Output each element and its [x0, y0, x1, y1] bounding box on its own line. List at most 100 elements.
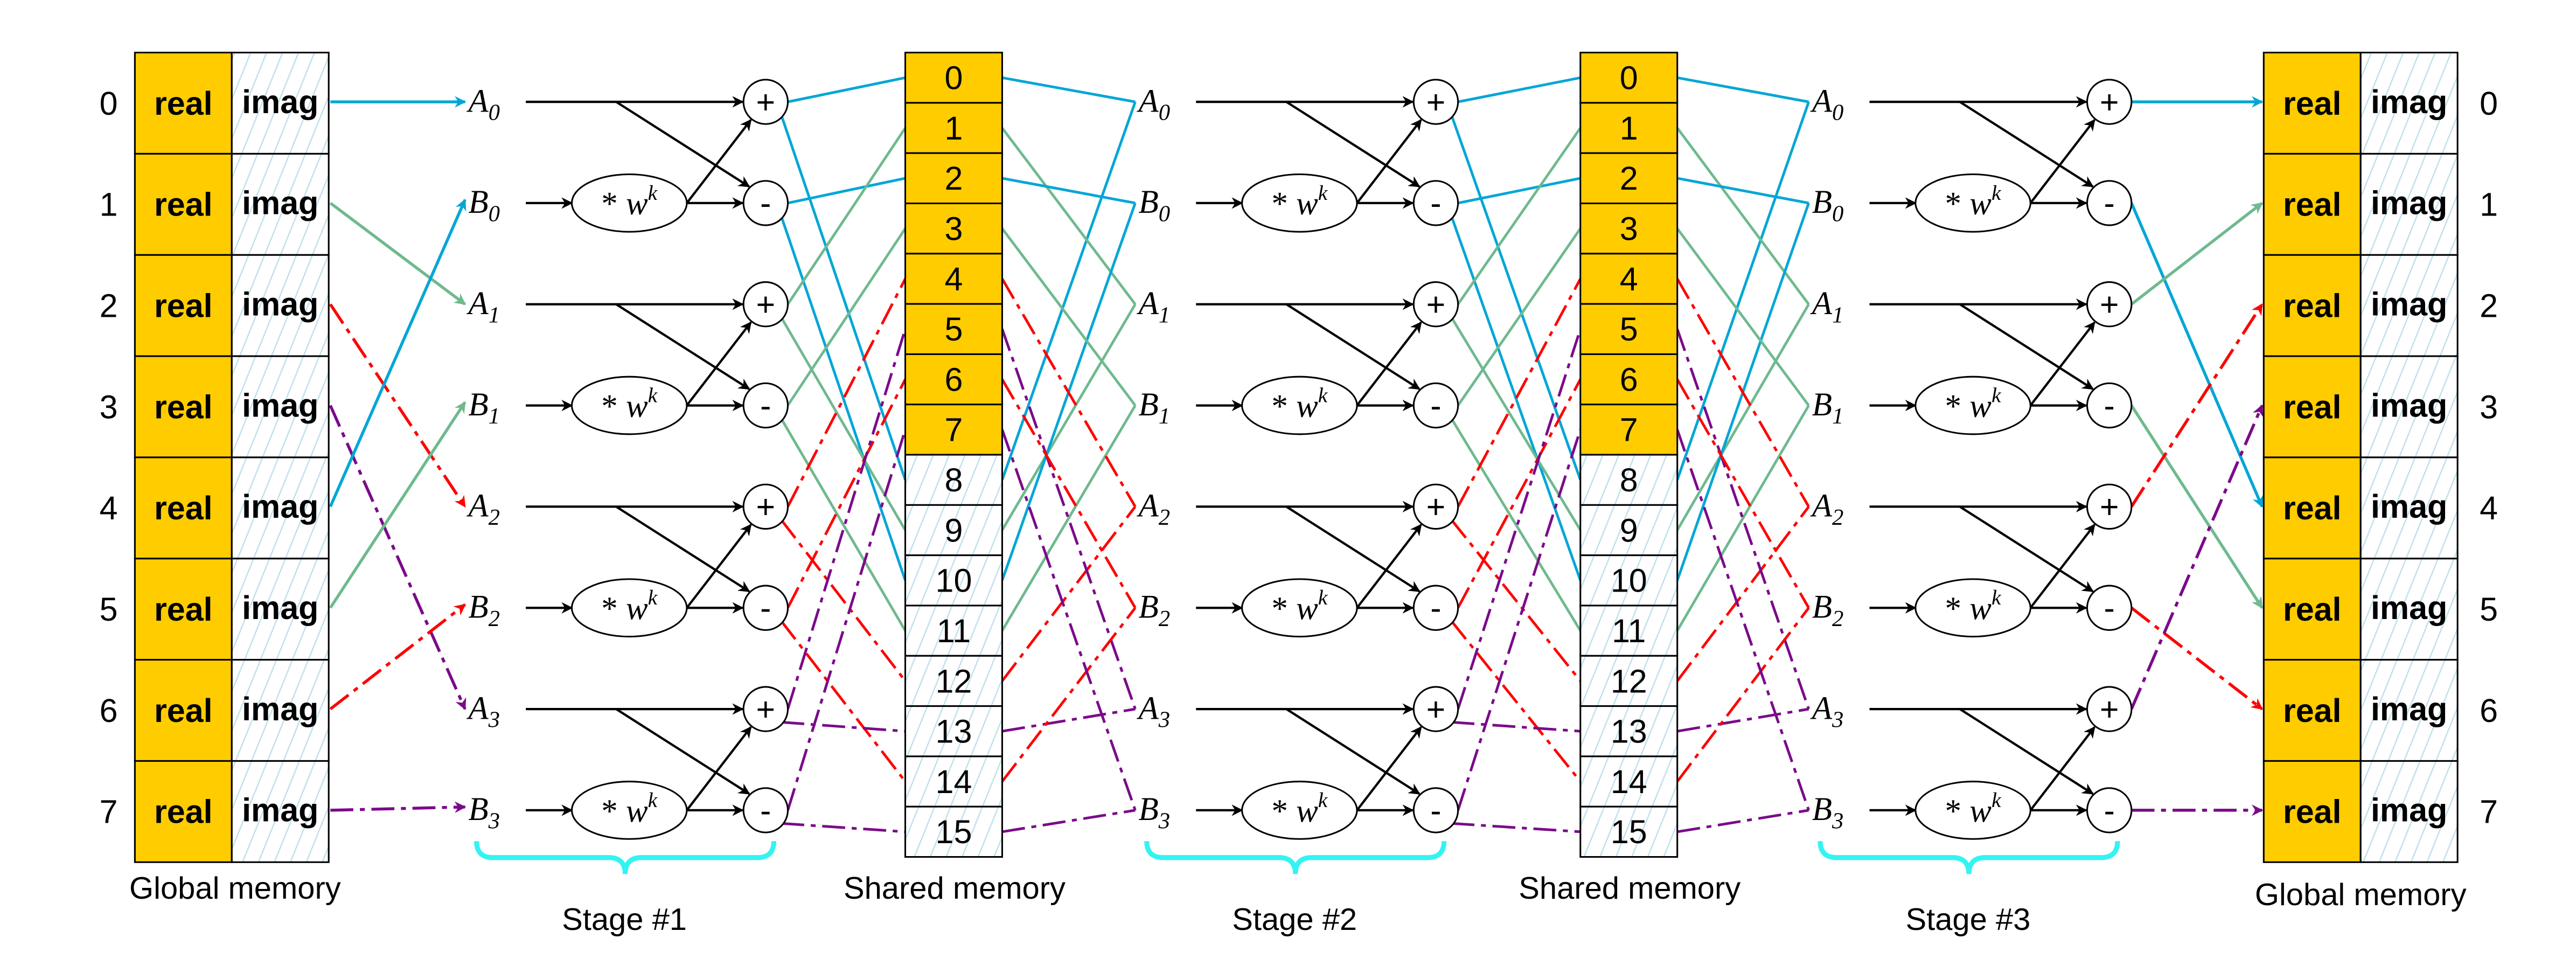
real-label: real	[154, 794, 212, 830]
shared2-imag-to-stage-wire	[1676, 101, 1810, 481]
wires	[329, 76, 2264, 833]
global-right-index: 0	[2480, 85, 2498, 122]
real-label: real	[154, 85, 212, 122]
stage-3-caption: Stage #3	[1905, 902, 2030, 937]
imag-label: imag	[2371, 691, 2447, 727]
adder-minus	[1412, 382, 1459, 429]
shared1-real-to-stage-wire	[1001, 429, 1137, 811]
stage2-to-shared-real-wire	[1457, 127, 1582, 305]
stage2-to-shared-imag-wire	[1450, 418, 1582, 631]
adder-minus	[2086, 382, 2133, 429]
input-label-A1: A1	[1137, 286, 1171, 328]
shared-2-index: 6	[1620, 361, 1638, 398]
global-right-index: 6	[2480, 692, 2498, 729]
shared-2-index: 7	[1620, 412, 1638, 448]
adder-plus	[2086, 483, 2133, 530]
real-label: real	[2283, 490, 2341, 526]
stage2-to-shared-imag-wire	[1450, 519, 1582, 682]
twiddle-to-plus-arrow	[686, 321, 752, 406]
stage-brace	[1818, 841, 2120, 874]
input-label-A0: A0	[1810, 83, 1844, 125]
shared-2-cell	[1579, 604, 1679, 657]
shared-1-index: 11	[937, 613, 971, 649]
imag-cell	[231, 355, 330, 458]
twiddle-multiplier	[1914, 376, 2031, 435]
minus-sign: -	[760, 387, 771, 424]
imag-label: imag	[242, 286, 318, 322]
real-label: real	[2283, 186, 2341, 223]
shared2-real-to-stage-wire	[1676, 429, 1810, 811]
adder-minus	[1412, 787, 1459, 833]
shared-2-index: 3	[1620, 211, 1638, 247]
real-cell	[2262, 456, 2362, 560]
stage1-to-shared-real-wire	[787, 76, 906, 103]
shared-1-index: 10	[936, 562, 972, 599]
imag-label: imag	[242, 792, 318, 829]
stage1-to-shared-real-wire	[786, 127, 907, 305]
shared1-imag-to-stage-wire	[1001, 505, 1137, 682]
twiddle-multiplier	[570, 173, 688, 233]
adder-minus	[2086, 585, 2133, 631]
input-label-A0: A0	[1137, 83, 1171, 125]
real-label: real	[2283, 388, 2341, 425]
shared1-real-to-stage-wire	[1001, 127, 1137, 305]
shared1-real-to-stage-wire	[1001, 76, 1136, 103]
real-label: real	[2283, 288, 2341, 324]
shared2-imag-to-stage-wire	[1676, 405, 1810, 631]
imag-cell	[2359, 760, 2459, 863]
twiddle-to-plus-arrow	[1356, 119, 1422, 204]
plus-sign: +	[2100, 691, 2119, 727]
shared-1-index: 2	[945, 160, 963, 197]
stage2-to-shared-imag-wire	[1450, 216, 1582, 581]
twiddle-label: * wk	[1945, 788, 2002, 829]
shared2-real-to-stage-wire	[1677, 177, 1809, 205]
global-to-stage1-wire	[329, 201, 466, 305]
blocks: real imag 0 real imag 1 real imag 2 real imag 3 real…	[100, 52, 2498, 874]
global-right-index: 5	[2480, 591, 2498, 628]
shared-1-cell	[904, 805, 1003, 858]
stage2-to-shared-real-wire	[1458, 76, 1581, 103]
adder-minus	[742, 787, 789, 833]
global-to-stage1-wire	[329, 303, 467, 508]
shared1-imag-to-stage-wire	[1001, 405, 1137, 631]
a-to-minus-arrow	[615, 303, 750, 390]
input-label-A3: A3	[466, 690, 500, 732]
shared-2-cell	[1579, 404, 1679, 456]
real-label: real	[154, 591, 212, 628]
shared-1-cell	[904, 705, 1003, 757]
minus-sign: -	[2104, 387, 2115, 424]
real-cell	[134, 456, 233, 560]
global-to-stage1-wire	[330, 801, 467, 813]
global-right-index: 4	[2480, 490, 2498, 526]
plus-sign: +	[2100, 84, 2119, 120]
shared1-real-to-stage-wire	[1001, 227, 1137, 407]
twiddle-multiplier	[1914, 781, 2031, 840]
shared-2-index: 5	[1620, 311, 1638, 348]
shared1-imag-to-stage-wire	[1001, 607, 1137, 783]
global-memory-left-caption: Global memory	[129, 871, 341, 906]
a-to-minus-arrow	[1285, 505, 1421, 593]
a-to-minus-arrow	[1285, 708, 1421, 795]
twiddle-label: * wk	[1945, 181, 2002, 222]
global-left-index: 2	[100, 288, 118, 324]
shared2-imag-to-stage-wire	[1676, 303, 1810, 531]
imag-cell	[231, 659, 330, 762]
shared-2-index: 10	[1611, 562, 1647, 599]
adder-plus	[742, 483, 789, 530]
stage-brace	[1144, 841, 1447, 874]
input-label-B3: B3	[1812, 791, 1844, 833]
twiddle-multiplier	[570, 578, 688, 638]
shared-2-index: 13	[1611, 713, 1647, 750]
imag-label: imag	[2371, 286, 2447, 322]
stage3-to-global-wire	[2130, 303, 2264, 508]
plus-sign: +	[1426, 286, 1446, 323]
shared1-imag-to-stage-wire	[1001, 303, 1137, 531]
real-cell	[134, 152, 233, 256]
twiddle-multiplier	[1241, 781, 1358, 840]
shared-1-cell	[904, 755, 1003, 808]
twiddle-label: * wk	[1271, 586, 1328, 627]
shared-2-cell	[1579, 755, 1679, 808]
imag-label: imag	[2371, 488, 2447, 525]
twiddle-label: * wk	[601, 586, 658, 627]
twiddle-multiplier	[1241, 578, 1358, 638]
